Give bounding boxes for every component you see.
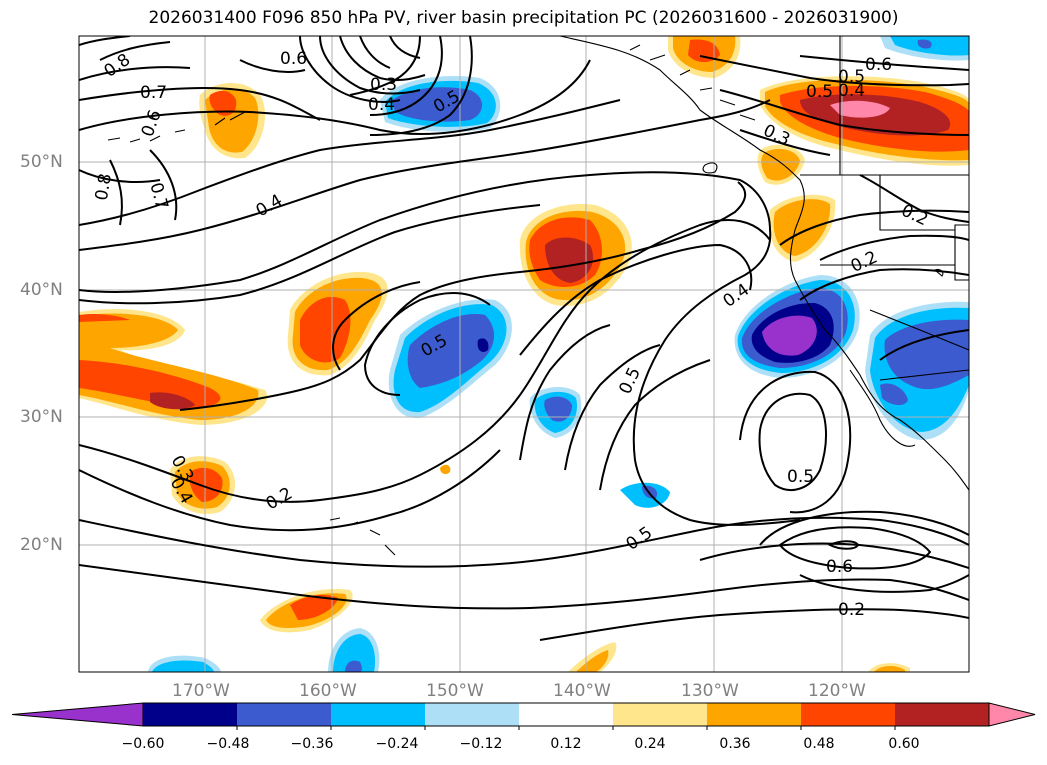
contour-label: 0.8: [92, 172, 116, 202]
colorbar-extend-high: [988, 702, 1036, 727]
colorbar-swatch: [331, 703, 426, 726]
colorbar-tick-label: 0.36: [719, 736, 751, 752]
colorbar-tick-label: 0.24: [634, 736, 666, 752]
colorbar-tick-label: −0.12: [459, 736, 503, 752]
lat-label: 50°N: [20, 152, 63, 172]
colorbar-tick-label: −0.48: [206, 736, 250, 752]
contour-label: 0.7: [140, 83, 167, 103]
lon-label: 160°W: [299, 681, 357, 701]
contour-label: 0.4: [838, 81, 865, 101]
colorbar-tick-label: −0.36: [290, 736, 334, 752]
colorbar-swatch: [425, 703, 520, 726]
lon-label: 120°W: [808, 681, 866, 701]
contour-label: 0.4: [368, 95, 395, 115]
colorbar: [11, 702, 1036, 730]
coastlines: [107, 36, 969, 556]
contour-label: 0.6: [865, 55, 892, 75]
colorbar-swatch: [143, 703, 238, 726]
lon-label: 130°W: [681, 681, 739, 701]
colorbar-tick-label: −0.60: [121, 736, 165, 752]
colorbar-swatch: [895, 703, 990, 726]
lon-label: 170°W: [172, 681, 230, 701]
colorbar-swatch: [707, 703, 802, 726]
contour-label: 0.6: [280, 49, 307, 69]
contour-label: 0.3: [370, 75, 397, 95]
colorbar-swatch: [613, 703, 708, 726]
colorbar-tick-label: 0.60: [888, 736, 920, 752]
colorbar-swatch: [801, 703, 896, 726]
lat-label: 40°N: [20, 280, 63, 300]
lat-label: 20°N: [20, 535, 63, 555]
contour-label: 0.5: [838, 67, 865, 87]
precip-shading: [79, 36, 969, 672]
colorbar-swatch: [237, 703, 332, 726]
lon-label: 150°W: [426, 681, 484, 701]
contour-label: 0.2: [838, 600, 865, 620]
lat-label: 30°N: [20, 407, 63, 427]
colorbar-extend-low: [11, 702, 144, 727]
contour-label: 0.5: [806, 82, 833, 102]
contour-label: 0.5: [787, 467, 814, 487]
map-frame: [78, 35, 970, 673]
pv-contours: [79, 36, 969, 641]
lon-label: 140°W: [553, 681, 611, 701]
map-title: 2026031400 F096 850 hPa PV, river basin …: [148, 8, 899, 28]
colorbar-frame: [142, 702, 990, 727]
contour-label: 0.6: [826, 557, 853, 577]
colorbar-tick-label: 0.12: [550, 736, 582, 752]
colorbar-tick-label: 0.48: [803, 736, 835, 752]
colorbar-swatch: [519, 703, 614, 726]
colorbar-tick-label: −0.24: [375, 736, 419, 752]
